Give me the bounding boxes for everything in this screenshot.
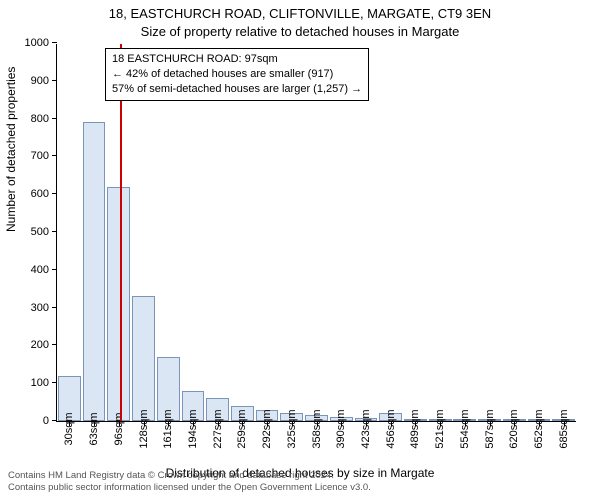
y-tick-mark [52, 118, 57, 119]
bar-slot: 521sqm [428, 44, 453, 421]
histogram-bar [132, 296, 155, 421]
y-tick-label: 900 [31, 75, 49, 87]
y-tick-mark [52, 193, 57, 194]
x-tick-label: 652sqm [533, 409, 545, 448]
bar-slot: 194sqm [181, 44, 206, 421]
histogram-chart: 30sqm63sqm96sqm128sqm161sqm194sqm227sqm2… [56, 44, 576, 422]
bar-slot: 325sqm [279, 44, 304, 421]
callout-line-2: ← 42% of detached houses are smaller (91… [112, 67, 362, 82]
footer-attribution: Contains HM Land Registry data © Crown c… [8, 470, 371, 494]
x-tick-label: 358sqm [311, 409, 323, 448]
footer-line-1: Contains HM Land Registry data © Crown c… [8, 470, 371, 482]
y-tick-label: 100 [31, 377, 49, 389]
bar-slot: 620sqm [502, 44, 527, 421]
x-tick-label: 292sqm [261, 409, 273, 448]
property-callout-box: 18 EASTCHURCH ROAD: 97sqm ← 42% of detac… [105, 48, 369, 101]
bar-slot: 128sqm [131, 44, 156, 421]
bar-slot: 587sqm [477, 44, 502, 421]
y-tick-label: 600 [31, 188, 49, 200]
x-tick-label: 423sqm [360, 409, 372, 448]
y-tick-mark [52, 155, 57, 156]
x-tick-label: 390sqm [335, 409, 347, 448]
bar-slot: 685sqm [551, 44, 576, 421]
x-tick-label: 194sqm [187, 409, 199, 448]
y-tick-label: 400 [31, 264, 49, 276]
x-tick-label: 63sqm [88, 412, 100, 445]
y-tick-mark [52, 269, 57, 270]
y-tick-mark [52, 80, 57, 81]
y-tick-mark [52, 307, 57, 308]
x-tick-label: 620sqm [508, 409, 520, 448]
bar-slot: 423sqm [354, 44, 379, 421]
x-tick-label: 161sqm [162, 409, 174, 448]
bar-slot: 259sqm [230, 44, 255, 421]
bars-container: 30sqm63sqm96sqm128sqm161sqm194sqm227sqm2… [57, 44, 576, 421]
y-tick-label: 300 [31, 302, 49, 314]
y-tick-mark [52, 344, 57, 345]
page-title-address: 18, EASTCHURCH ROAD, CLIFTONVILLE, MARGA… [0, 6, 600, 21]
y-tick-label: 500 [31, 226, 49, 238]
x-tick-label: 685sqm [558, 409, 570, 448]
bar-slot: 358sqm [304, 44, 329, 421]
x-tick-label: 259sqm [236, 409, 248, 448]
x-tick-label: 456sqm [385, 409, 397, 448]
bar-slot: 161sqm [156, 44, 181, 421]
x-tick-label: 325sqm [286, 409, 298, 448]
x-tick-label: 489sqm [409, 409, 421, 448]
callout-line-3: 57% of semi-detached houses are larger (… [112, 82, 362, 97]
x-tick-label: 587sqm [484, 409, 496, 448]
y-tick-label: 0 [43, 415, 49, 427]
page-title-subtitle: Size of property relative to detached ho… [0, 24, 600, 39]
y-tick-mark [52, 382, 57, 383]
bar-slot: 63sqm [82, 44, 107, 421]
x-tick-label: 30sqm [63, 412, 75, 445]
callout-line-1: 18 EASTCHURCH ROAD: 97sqm [112, 52, 362, 67]
x-tick-label: 128sqm [138, 409, 150, 448]
bar-slot: 489sqm [403, 44, 428, 421]
y-tick-label: 800 [31, 113, 49, 125]
y-tick-mark [52, 420, 57, 421]
footer-line-2: Contains public sector information licen… [8, 482, 371, 494]
y-tick-mark [52, 42, 57, 43]
bar-slot: 227sqm [205, 44, 230, 421]
bar-slot: 390sqm [329, 44, 354, 421]
histogram-bar [83, 122, 106, 421]
y-axis-label: Number of detached properties [4, 67, 18, 232]
bar-slot: 30sqm [57, 44, 82, 421]
y-tick-label: 200 [31, 339, 49, 351]
y-tick-label: 700 [31, 150, 49, 162]
property-marker-line [120, 44, 122, 421]
x-tick-label: 227sqm [212, 409, 224, 448]
x-tick-label: 521sqm [434, 409, 446, 448]
y-tick-mark [52, 231, 57, 232]
bar-slot: 554sqm [453, 44, 478, 421]
x-tick-label: 554sqm [459, 409, 471, 448]
bar-slot: 652sqm [527, 44, 552, 421]
y-tick-label: 1000 [25, 37, 49, 49]
bar-slot: 456sqm [378, 44, 403, 421]
bar-slot: 292sqm [255, 44, 280, 421]
